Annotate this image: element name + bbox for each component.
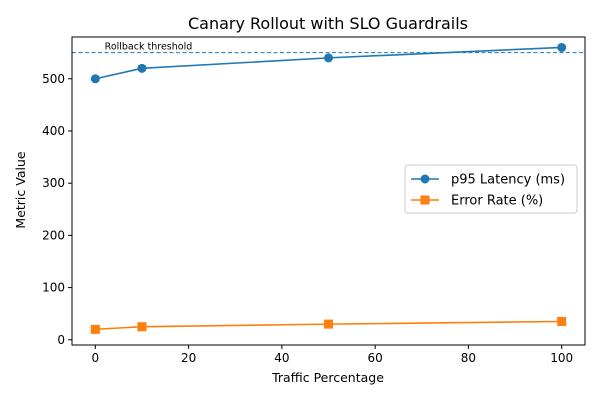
- legend-label-1: p95 Latency (ms): [451, 173, 565, 188]
- y-axis-label: Metric Value: [13, 151, 28, 228]
- series-line-1: [95, 46, 562, 80]
- legend-box: [404, 164, 578, 214]
- x-tick-label: 20: [181, 351, 196, 365]
- x-axis-label: Traffic Percentage: [271, 370, 384, 385]
- series-2-point-2: [137, 322, 147, 332]
- legend-marker-2: [420, 195, 430, 205]
- x-tick-label: 80: [461, 351, 476, 365]
- y-tick-label: 100: [42, 281, 65, 295]
- series-2-point-3: [324, 319, 333, 329]
- series-2-point-1: [90, 324, 100, 334]
- plot-frame: [71, 36, 586, 346]
- rollback-threshold-label: Rollback threshold: [105, 42, 193, 53]
- series-1-point-2: [137, 63, 147, 73]
- axes: 0 20 40 60 80 100 0 100 200 300 400 500: [42, 36, 586, 365]
- series-2-point-4: [557, 317, 567, 327]
- y-tick-label: 400: [42, 124, 65, 138]
- legend-label-2: Error Rate (%): [451, 194, 543, 209]
- y-tick-label: 200: [42, 228, 65, 242]
- y-tick-label: 500: [42, 72, 65, 86]
- x-tick-label: 40: [274, 351, 289, 365]
- y-tick-label: 300: [42, 176, 65, 190]
- x-tick-label: 60: [367, 351, 382, 365]
- chart-title: Canary Rollout with SLO Guardrails: [188, 14, 468, 33]
- series-line-2: [95, 320, 562, 331]
- series-1-point-4: [557, 42, 567, 52]
- x-tick-label: 100: [550, 351, 573, 365]
- x-tick-label: 0: [91, 351, 99, 365]
- plot-area: Rollback threshold: [72, 42, 585, 334]
- series-1-point-3: [324, 53, 333, 63]
- legend-marker-1: [420, 174, 430, 184]
- series-1-point-1: [90, 74, 100, 84]
- y-tick-label: 0: [57, 333, 65, 347]
- legend: p95 Latency (ms) Error Rate (%): [404, 164, 578, 214]
